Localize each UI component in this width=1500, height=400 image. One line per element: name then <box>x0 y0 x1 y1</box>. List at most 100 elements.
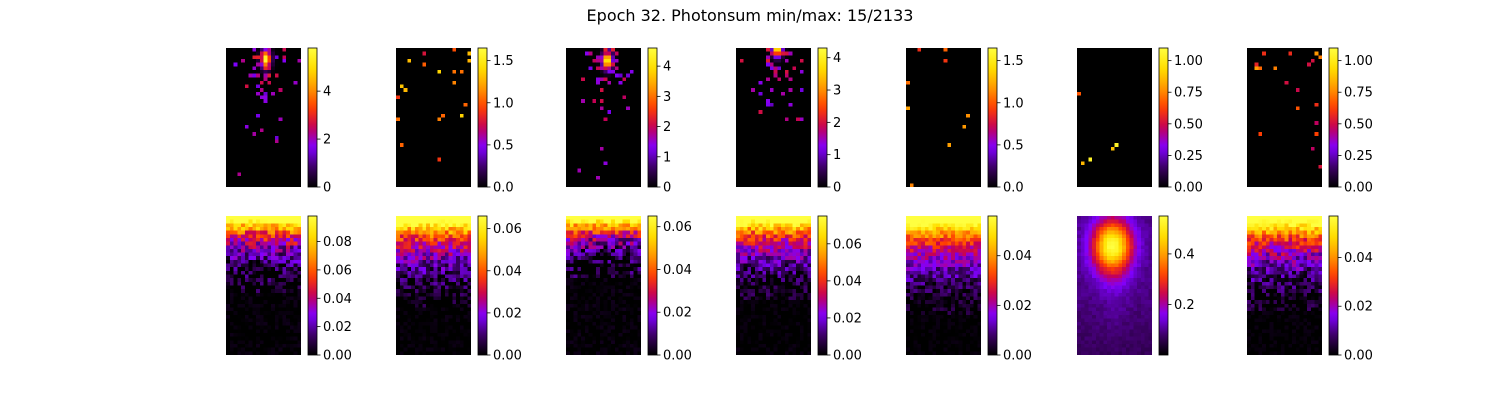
colorbar-tick-label: 0.2 <box>1174 298 1195 313</box>
heatmap-panel-r2-c4: 0.00 0.02 0.04 0.06 <box>736 215 862 364</box>
heatmap-panel-r1-c5: 0.0 0.5 1.0 1.5 <box>906 47 1024 196</box>
colorbar-tick-label: 3 <box>663 90 671 105</box>
colorbar-tick-label: 0.06 <box>663 220 692 235</box>
heatmap-panel-r2-c6: 0.2 0.4 <box>1077 215 1195 356</box>
heatmap-cells <box>226 48 301 187</box>
heatmap-cells <box>1077 216 1152 355</box>
colorbar-tick-label: 1 <box>663 150 671 165</box>
colorbar-tick-label: 1.5 <box>493 54 514 69</box>
heatmap-panel-r2-c5: 0.00 0.02 0.04 <box>906 215 1032 364</box>
colorbar-tick-label: 0.02 <box>323 320 352 335</box>
heatmap-cells <box>1077 48 1152 187</box>
colorbar-tick-label: 1.00 <box>1344 54 1373 69</box>
colorbar <box>817 47 828 188</box>
colorbar-tick-label: 1.5 <box>1003 54 1024 69</box>
colorbar-tick-label: 0.02 <box>493 306 522 321</box>
heatmap-cells <box>566 48 641 187</box>
colorbar-tick-label: 0.00 <box>663 349 692 364</box>
colorbar-tick-label: 1 <box>833 148 841 163</box>
colorbar <box>647 47 658 188</box>
colorbar-tick-label: 0.02 <box>833 311 862 326</box>
colorbar-tick-label: 0.04 <box>1003 249 1032 264</box>
colorbar-tick-label: 0.02 <box>1003 299 1032 314</box>
colorbar-tick-label: 0.02 <box>1344 300 1373 315</box>
heatmap-panel-r2-c1: 0.00 0.02 0.04 0.06 0.08 <box>226 215 352 364</box>
colorbar-tick-label: 3 <box>833 84 841 99</box>
colorbar-tick-label: 1.0 <box>1003 96 1024 111</box>
colorbar-tick-label: 0 <box>833 181 841 196</box>
colorbar-tick-label: 0.00 <box>1003 349 1032 364</box>
colorbar-tick-label: 0.0 <box>1003 181 1024 196</box>
colorbar-tick-label: 0 <box>323 181 331 196</box>
colorbar <box>307 215 318 356</box>
colorbar-tick-label: 0.04 <box>493 264 522 279</box>
colorbar-tick-label: 0.04 <box>833 274 862 289</box>
colorbar-tick-label: 0.00 <box>1174 181 1203 196</box>
colorbar-tick-label: 0.06 <box>493 222 522 237</box>
colorbar-tick-label: 4 <box>323 85 331 100</box>
heatmap-cells <box>226 216 301 355</box>
heatmap-cells <box>736 216 811 355</box>
colorbar-tick-label: 0.04 <box>1344 251 1373 266</box>
colorbar-tick-label: 0.25 <box>1174 149 1203 164</box>
colorbar-tick-label: 0.00 <box>493 349 522 364</box>
heatmap-panel-r1-c1: 0 2 4 <box>226 47 331 196</box>
colorbar-tick-label: 0.75 <box>1174 86 1203 101</box>
colorbar <box>647 215 658 356</box>
colorbar <box>1158 215 1169 356</box>
colorbar-tick-label: 0.02 <box>663 306 692 321</box>
heatmap-panel-r1-c3: 0 1 2 3 4 <box>566 47 671 196</box>
heatmap-panel-r2-c2: 0.00 0.02 0.04 0.06 <box>396 215 522 364</box>
colorbar <box>1328 215 1339 356</box>
colorbar <box>477 215 488 356</box>
heatmap-panel-r2-c7: 0.00 0.02 0.04 <box>1247 215 1373 364</box>
colorbar <box>817 215 828 356</box>
colorbar <box>307 47 318 188</box>
colorbar-tick-label: 0.5 <box>1003 138 1024 153</box>
colorbar <box>477 47 488 188</box>
colorbar-tick-label: 0.50 <box>1174 117 1203 132</box>
heatmap-cells <box>736 48 811 187</box>
colorbar <box>1328 47 1339 188</box>
colorbar-tick-label: 0.5 <box>493 138 514 153</box>
colorbar <box>987 215 998 356</box>
colorbar-tick-label: 0.04 <box>663 263 692 278</box>
heatmap-cells <box>1247 216 1322 355</box>
heatmap-cells <box>396 216 471 355</box>
colorbar-tick-label: 0.00 <box>833 349 862 364</box>
figure-title: Epoch 32. Photonsum min/max: 15/2133 <box>586 6 914 25</box>
colorbar-tick-label: 1.00 <box>1174 54 1203 69</box>
colorbar-tick-label: 0.00 <box>323 349 352 364</box>
heatmap-cells <box>906 48 981 187</box>
heatmap-cells <box>396 48 471 187</box>
colorbar-tick-label: 4 <box>663 60 671 75</box>
colorbar-tick-label: 2 <box>323 133 331 148</box>
heatmap-panel-r1-c7: 0.00 0.25 0.50 0.75 1.00 <box>1247 47 1373 196</box>
heatmap-cells <box>1247 48 1322 187</box>
heatmap-panel-r1-c4: 0 1 2 3 4 <box>736 47 841 196</box>
colorbar-tick-label: 0.04 <box>323 292 352 307</box>
colorbar-tick-label: 0.4 <box>1174 247 1195 262</box>
colorbar-tick-label: 1.0 <box>493 96 514 111</box>
colorbar <box>987 47 998 188</box>
colorbar-tick-label: 0.25 <box>1344 149 1373 164</box>
colorbar-tick-label: 0.75 <box>1344 86 1373 101</box>
heatmap-panel-r2-c3: 0.00 0.02 0.04 0.06 <box>566 215 692 364</box>
colorbar-tick-label: 4 <box>833 51 841 66</box>
colorbar-tick-label: 0.08 <box>323 235 352 250</box>
colorbar-tick-label: 0.06 <box>323 263 352 278</box>
colorbar-tick-label: 0.00 <box>1344 349 1373 364</box>
colorbar-tick-label: 0.0 <box>493 181 514 196</box>
colorbar-tick-label: 0.50 <box>1344 117 1373 132</box>
colorbar-tick-label: 0.06 <box>833 237 862 252</box>
colorbar-tick-label: 0 <box>663 181 671 196</box>
colorbar <box>1158 47 1169 188</box>
colorbar-tick-label: 0.00 <box>1344 181 1373 196</box>
heatmap-panel-r1-c2: 0.0 0.5 1.0 1.5 <box>396 47 514 196</box>
heatmap-panel-r1-c6: 0.00 0.25 0.50 0.75 1.00 <box>1077 47 1203 196</box>
colorbar-tick-label: 2 <box>833 116 841 131</box>
heatmap-cells <box>566 216 641 355</box>
heatmap-cells <box>906 216 981 355</box>
colorbar-tick-label: 2 <box>663 120 671 135</box>
